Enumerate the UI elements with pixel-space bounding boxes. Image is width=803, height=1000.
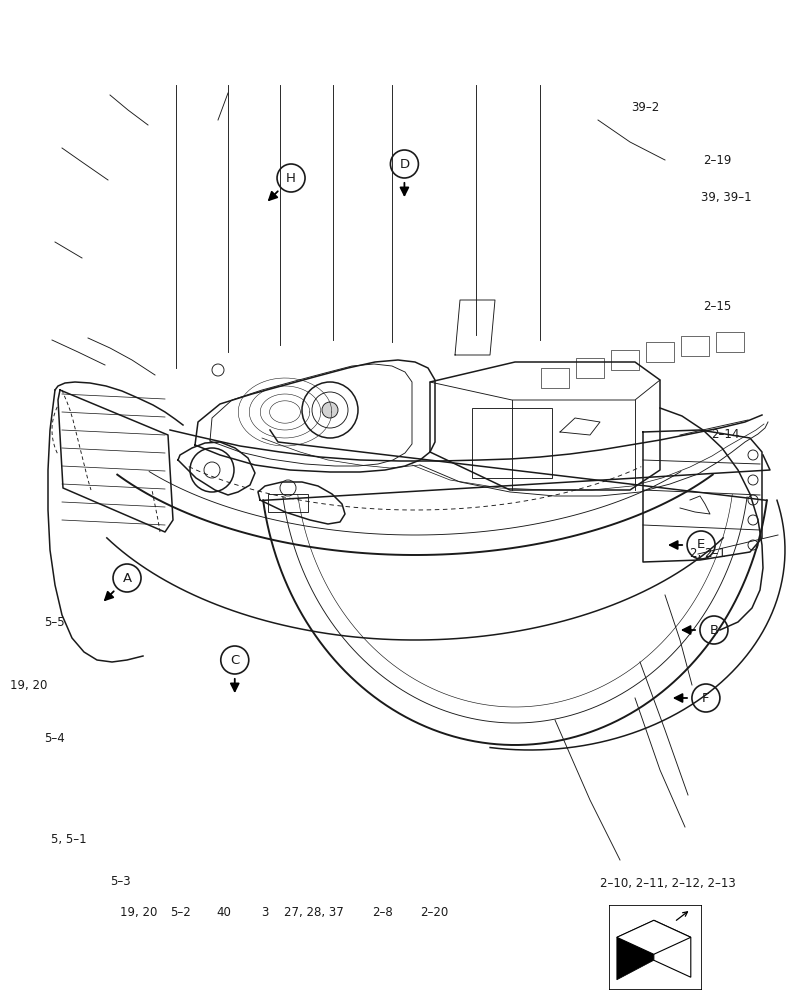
Text: 2, 2–1: 2, 2–1: [689, 546, 725, 560]
Bar: [471, 408, 552, 478]
Text: 19, 20: 19, 20: [120, 906, 157, 919]
Text: D: D: [399, 158, 409, 171]
Text: 19, 20: 19, 20: [10, 678, 47, 692]
Text: 5–4: 5–4: [44, 731, 65, 744]
Text: F: F: [701, 692, 709, 704]
Text: 2–19: 2–19: [703, 154, 731, 167]
Text: 2–15: 2–15: [703, 300, 731, 314]
Bar: [715, 332, 743, 352]
Text: B: B: [708, 624, 718, 636]
Text: 39–2: 39–2: [630, 101, 658, 114]
Bar: [267, 494, 308, 512]
Text: 5–5: 5–5: [44, 615, 65, 628]
Text: H: H: [286, 172, 296, 185]
Polygon shape: [616, 920, 690, 954]
Circle shape: [321, 402, 337, 418]
Text: 39, 39–1: 39, 39–1: [700, 191, 751, 204]
Bar: [610, 350, 638, 370]
Polygon shape: [653, 920, 690, 977]
Text: 2–20: 2–20: [419, 906, 448, 919]
Text: C: C: [230, 654, 239, 666]
Bar: [575, 358, 603, 378]
Text: 40: 40: [216, 906, 230, 919]
Text: 5–2: 5–2: [170, 906, 191, 919]
Text: 3: 3: [261, 906, 269, 919]
Text: A: A: [122, 572, 132, 584]
Text: 2–14: 2–14: [711, 428, 739, 442]
Text: 5, 5–1: 5, 5–1: [51, 833, 86, 846]
Bar: [680, 336, 708, 356]
Bar: [645, 342, 673, 362]
Text: 2–10, 2–11, 2–12, 2–13: 2–10, 2–11, 2–12, 2–13: [599, 878, 735, 890]
Text: E: E: [696, 538, 704, 552]
Bar: [540, 368, 569, 388]
Text: 2–8: 2–8: [372, 906, 393, 919]
Text: 5–3: 5–3: [110, 876, 131, 888]
Polygon shape: [616, 920, 653, 980]
Text: 27, 28, 37: 27, 28, 37: [283, 906, 343, 919]
